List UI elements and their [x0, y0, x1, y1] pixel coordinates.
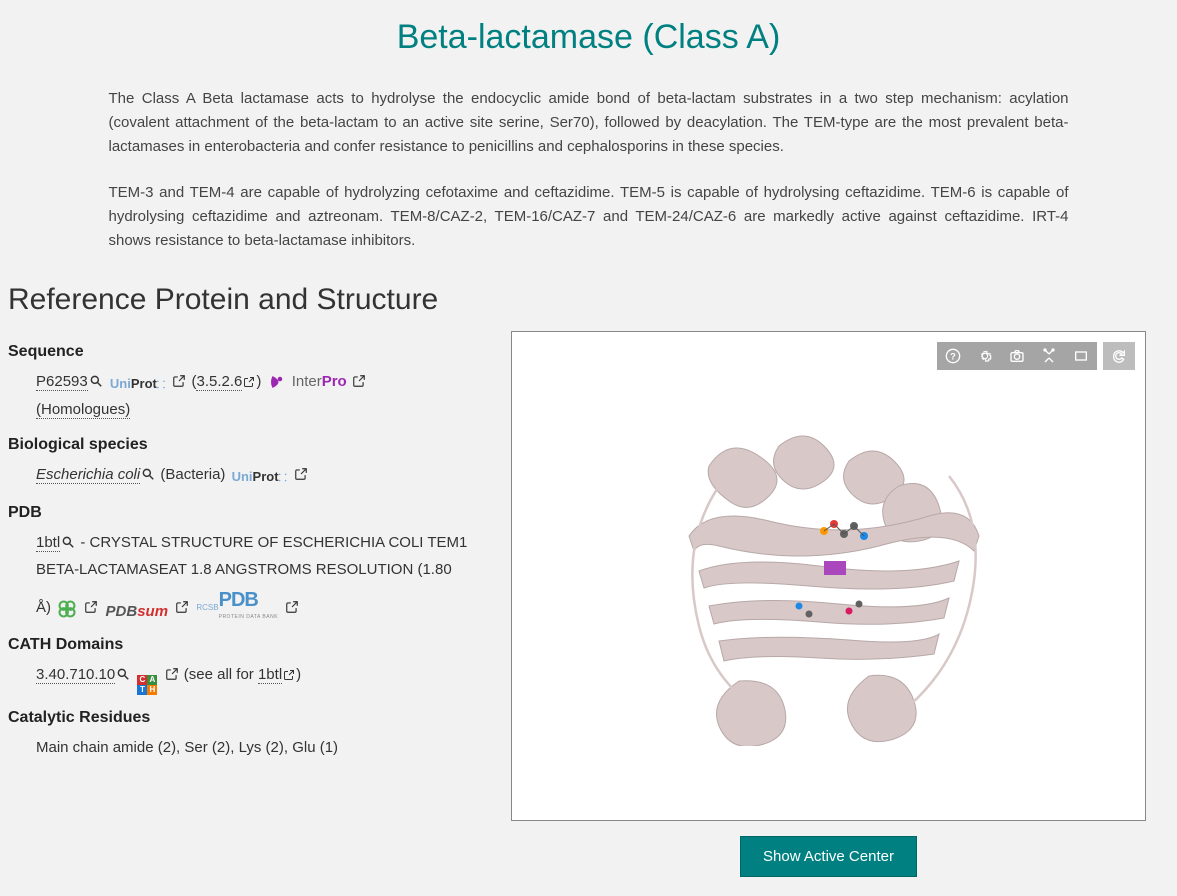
external-link-icon[interactable]: [84, 597, 98, 623]
external-link-icon[interactable]: [283, 664, 295, 690]
cath-heading: CATH Domains: [8, 636, 468, 654]
protein-ribbon-rendering: [649, 406, 1009, 746]
gear-icon[interactable]: [969, 342, 1001, 370]
viewer-toolbar: ?: [937, 342, 1135, 370]
cath-see-all-link[interactable]: 1btl: [258, 666, 282, 684]
cath-see-all-prefix: (see all for: [184, 666, 258, 683]
cath-see-all-suffix: ): [296, 666, 301, 683]
pdb-heading: PDB: [8, 504, 468, 522]
interpro-text-logo[interactable]: InterPro: [292, 373, 347, 390]
refresh-icon[interactable]: [1103, 342, 1135, 370]
camera-icon[interactable]: [1001, 342, 1033, 370]
residues-heading: Catalytic Residues: [8, 709, 468, 727]
external-link-icon[interactable]: [165, 664, 179, 690]
pdbe-logo[interactable]: [57, 599, 77, 617]
external-link-icon[interactable]: [294, 464, 308, 490]
homologues-link[interactable]: (Homologues): [36, 401, 130, 419]
species-heading: Biological species: [8, 436, 468, 454]
fullscreen-icon[interactable]: [1065, 342, 1097, 370]
search-icon[interactable]: [116, 664, 130, 690]
species-category: (Bacteria): [160, 466, 229, 483]
interpro-logo[interactable]: [268, 373, 286, 391]
external-link-icon[interactable]: [172, 371, 186, 397]
uniprot-logo[interactable]: UniProt⸬: [232, 466, 287, 484]
ec-number-link[interactable]: 3.5.2.6: [196, 373, 242, 391]
external-link-icon[interactable]: [285, 597, 299, 623]
sequence-id-link[interactable]: P62593: [36, 373, 88, 391]
cath-logo[interactable]: CATH: [137, 675, 157, 695]
search-icon[interactable]: [89, 371, 103, 397]
external-link-icon[interactable]: [243, 371, 255, 397]
search-icon[interactable]: [61, 532, 75, 558]
description-paragraph-1: The Class A Beta lactamase acts to hydro…: [109, 87, 1069, 159]
help-icon[interactable]: ?: [937, 342, 969, 370]
structure-viewer[interactable]: ?: [511, 331, 1146, 821]
rcsb-pdb-logo[interactable]: RCSBPDBPROTEIN DATA BANK: [196, 583, 278, 601]
uniprot-logo[interactable]: UniProt⸬: [110, 373, 165, 391]
external-link-icon[interactable]: [352, 371, 366, 397]
svg-text:?: ?: [950, 351, 956, 361]
tools-icon[interactable]: [1033, 342, 1065, 370]
reference-details: Sequence P62593 UniProt⸬ (3.5.2.6) Inter…: [8, 331, 488, 877]
species-link[interactable]: Escherichia coli: [36, 466, 140, 484]
residues-text: Main chain amide (2), Ser (2), Lys (2), …: [36, 739, 338, 756]
pdbsum-logo[interactable]: PDBsum: [106, 599, 169, 617]
sequence-heading: Sequence: [8, 343, 468, 361]
description-paragraph-2: TEM-3 and TEM-4 are capable of hydrolyzi…: [109, 181, 1069, 253]
show-active-center-button[interactable]: Show Active Center: [740, 836, 917, 877]
pdb-id-link[interactable]: 1btl: [36, 534, 60, 552]
external-link-icon[interactable]: [175, 597, 189, 623]
section-heading: Reference Protein and Structure: [8, 283, 1177, 317]
search-icon[interactable]: [141, 464, 155, 490]
page-title: Beta-lactamase (Class A): [0, 18, 1177, 57]
cath-id-link[interactable]: 3.40.710.10: [36, 666, 115, 684]
